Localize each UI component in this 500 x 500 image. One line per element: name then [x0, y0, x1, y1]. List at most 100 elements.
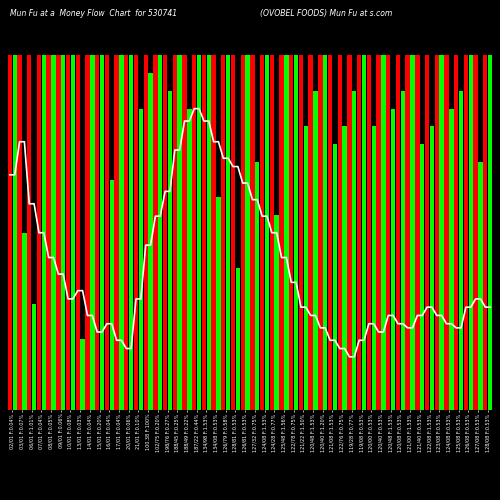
Bar: [138, 108, 143, 410]
Bar: [376, 56, 380, 410]
Bar: [459, 91, 463, 410]
Bar: [95, 56, 100, 410]
Bar: [468, 56, 473, 410]
Bar: [22, 232, 26, 410]
Bar: [8, 56, 12, 410]
Bar: [158, 56, 162, 410]
Bar: [488, 56, 492, 410]
Bar: [90, 56, 94, 410]
Bar: [104, 56, 109, 410]
Bar: [212, 56, 216, 410]
Bar: [294, 56, 298, 410]
Text: (OVOBEL FOODS) Mun Fu at s.com: (OVOBEL FOODS) Mun Fu at s.com: [260, 9, 392, 18]
Bar: [153, 56, 158, 410]
Bar: [134, 56, 138, 410]
Bar: [178, 56, 182, 410]
Bar: [163, 56, 168, 410]
Text: Mun Fu at a  Money Flow  Chart  for 530741: Mun Fu at a Money Flow Chart for 530741: [10, 9, 177, 18]
Bar: [318, 56, 322, 410]
Bar: [202, 56, 206, 410]
Bar: [250, 56, 254, 410]
Bar: [478, 162, 482, 410]
Bar: [114, 56, 119, 410]
Bar: [216, 198, 220, 410]
Bar: [129, 56, 134, 410]
Bar: [240, 56, 245, 410]
Bar: [221, 56, 226, 410]
Bar: [348, 56, 352, 410]
Bar: [246, 56, 250, 410]
Bar: [124, 56, 128, 410]
Bar: [400, 91, 405, 410]
Bar: [42, 56, 46, 410]
Bar: [27, 56, 32, 410]
Bar: [415, 56, 420, 410]
Bar: [440, 56, 444, 410]
Bar: [366, 56, 371, 410]
Bar: [386, 56, 390, 410]
Bar: [231, 56, 235, 410]
Bar: [86, 56, 89, 410]
Bar: [464, 56, 468, 410]
Bar: [304, 126, 308, 410]
Bar: [449, 108, 454, 410]
Bar: [66, 56, 70, 410]
Bar: [338, 56, 342, 410]
Bar: [420, 144, 424, 410]
Bar: [372, 126, 376, 410]
Bar: [410, 56, 414, 410]
Bar: [352, 91, 356, 410]
Bar: [37, 56, 41, 410]
Bar: [197, 56, 201, 410]
Bar: [396, 56, 400, 410]
Bar: [148, 73, 152, 410]
Bar: [182, 56, 186, 410]
Bar: [434, 56, 439, 410]
Bar: [308, 56, 313, 410]
Bar: [226, 56, 230, 410]
Bar: [206, 56, 211, 410]
Bar: [255, 162, 260, 410]
Bar: [483, 56, 488, 410]
Bar: [323, 56, 328, 410]
Bar: [362, 56, 366, 410]
Bar: [274, 215, 279, 410]
Bar: [110, 180, 114, 410]
Bar: [172, 56, 177, 410]
Bar: [430, 126, 434, 410]
Bar: [187, 108, 192, 410]
Bar: [289, 56, 294, 410]
Bar: [280, 56, 283, 410]
Bar: [342, 126, 347, 410]
Bar: [444, 56, 448, 410]
Bar: [332, 144, 337, 410]
Bar: [168, 91, 172, 410]
Bar: [381, 56, 386, 410]
Bar: [120, 56, 124, 410]
Bar: [260, 56, 264, 410]
Bar: [236, 268, 240, 410]
Bar: [406, 56, 410, 410]
Bar: [52, 56, 56, 410]
Bar: [80, 339, 85, 410]
Bar: [454, 56, 458, 410]
Bar: [391, 108, 396, 410]
Bar: [299, 56, 303, 410]
Bar: [284, 56, 288, 410]
Bar: [192, 56, 196, 410]
Bar: [425, 56, 430, 410]
Bar: [70, 56, 75, 410]
Bar: [32, 304, 36, 410]
Bar: [61, 56, 66, 410]
Bar: [100, 56, 104, 410]
Bar: [46, 56, 51, 410]
Bar: [12, 56, 17, 410]
Bar: [76, 56, 80, 410]
Bar: [56, 56, 60, 410]
Bar: [18, 56, 21, 410]
Bar: [328, 56, 332, 410]
Bar: [357, 56, 362, 410]
Bar: [474, 56, 478, 410]
Bar: [314, 91, 318, 410]
Bar: [270, 56, 274, 410]
